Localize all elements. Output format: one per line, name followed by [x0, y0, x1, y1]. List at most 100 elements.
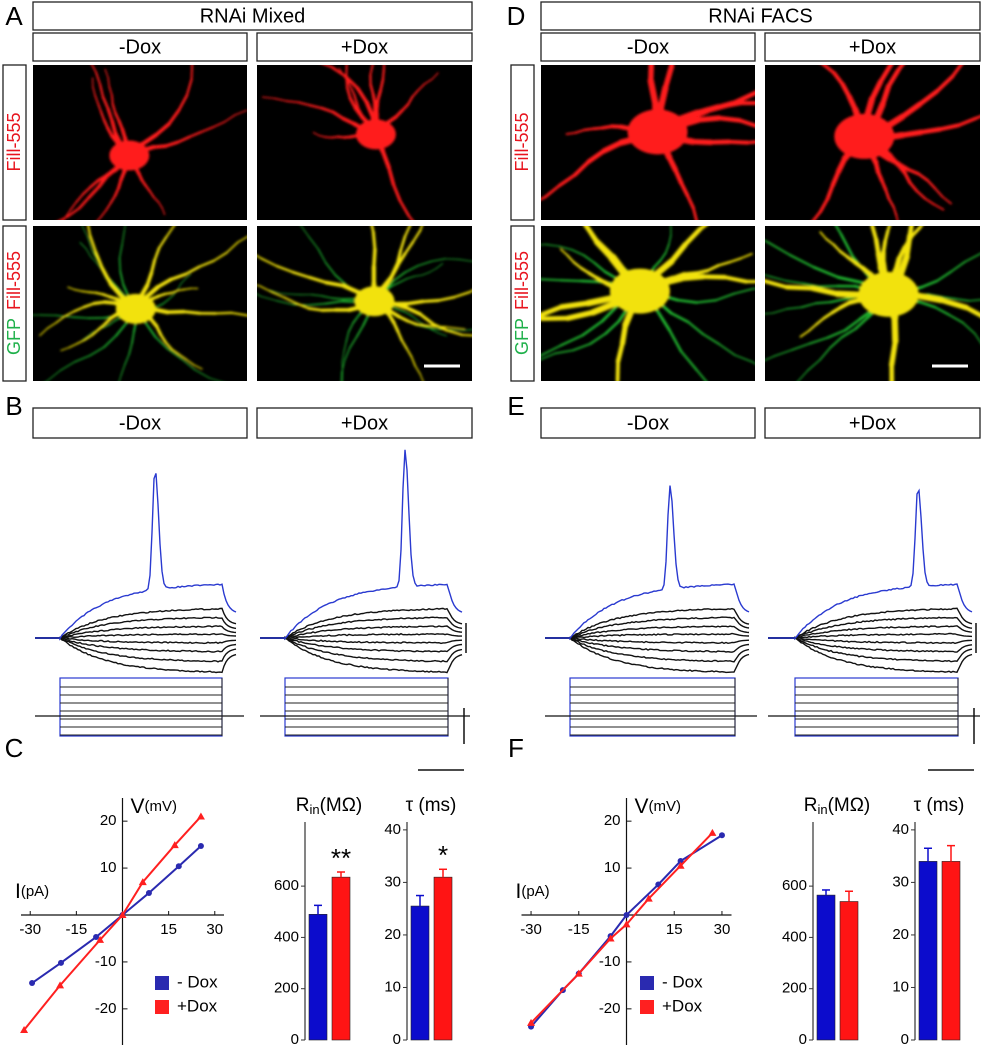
dendrite: [892, 341, 896, 365]
dendrite: [462, 335, 478, 336]
y-axis-label-unit: (mV): [649, 798, 682, 815]
dendrite: [784, 384, 801, 393]
dendrite: [786, 382, 797, 393]
dendrite: [639, 449, 649, 465]
y-tick-label: 20: [384, 926, 401, 943]
dendrite: [259, 391, 275, 396]
y-tick-label: 30: [384, 873, 401, 890]
dendrite: [487, 262, 501, 264]
dendrite: [495, 213, 511, 224]
dendrite: [922, 503, 930, 525]
x-tick-label: -30: [19, 921, 41, 938]
x-axis-label-unit: (pA): [21, 883, 49, 900]
condition-header: -Dox: [119, 36, 161, 58]
y-axis-label-main: V: [131, 795, 145, 818]
x-tick-label: 15: [160, 921, 177, 938]
point: [198, 843, 204, 849]
dendrite: [594, 128, 603, 129]
y-axis-label-main: V: [635, 795, 649, 818]
y-tick-label: 20: [892, 926, 909, 943]
significance: *: [438, 840, 448, 870]
dendrite: [96, 293, 103, 295]
dendrite: [117, 386, 118, 397]
x-tick-label: 15: [666, 921, 683, 938]
dendrite: [561, 280, 581, 281]
dendrite: [711, 142, 729, 143]
x-tick-label: -15: [568, 921, 590, 938]
bar: [942, 861, 960, 1040]
dendrite: [719, 118, 740, 120]
y-tick-label: 200: [782, 980, 807, 997]
dendrite: [622, 325, 625, 343]
legend-swatch: [155, 976, 169, 990]
soma: [859, 272, 919, 317]
dendrite: [684, 273, 696, 274]
dendrite: [192, 62, 193, 79]
legend-label: +Dox: [662, 996, 703, 1015]
row-label: GFP Fill-555: [4, 251, 24, 355]
dendrite: [168, 312, 184, 313]
point: [719, 832, 725, 838]
point: [58, 960, 64, 966]
x-axis-label: I(pA): [516, 880, 550, 903]
dendrite: [178, 289, 185, 290]
dendrite: [693, 142, 711, 143]
legend-swatch: [640, 1000, 654, 1014]
micrograph-bg: [33, 65, 247, 220]
condition-header: -Dox: [627, 36, 669, 58]
dendrite: [489, 327, 512, 341]
dendrite: [373, 94, 375, 104]
bar: [817, 895, 835, 1040]
condition-header: +Dox: [849, 412, 896, 434]
condition-header: -Dox: [627, 412, 669, 434]
y-tick-label: 0: [799, 1031, 807, 1048]
trace: [545, 638, 749, 652]
y-axis-label: V(mV): [635, 795, 682, 818]
bar: [919, 861, 937, 1040]
dendrite: [373, 232, 375, 249]
chart-title-part: (MΩ): [828, 795, 871, 816]
dendrite: [290, 294, 301, 295]
chart-title: τ (ms): [406, 795, 457, 816]
y-tick-label: 40: [384, 821, 401, 838]
dendrite: [787, 287, 813, 288]
dendrite: [747, 141, 765, 142]
bar: [840, 902, 858, 1040]
chart-title-part: in: [309, 802, 319, 817]
trace: [35, 608, 236, 638]
y-tick-label: 0: [901, 1031, 909, 1048]
y-tick-label: 400: [274, 928, 299, 945]
chart-title-part: (ms): [413, 795, 456, 816]
y-tick-label: 200: [274, 980, 299, 997]
dendrite: [406, 301, 422, 303]
dendrite: [120, 258, 121, 272]
dendrite: [980, 245, 987, 254]
dendrite: [82, 291, 89, 292]
point: [708, 829, 716, 836]
dendrite: [913, 457, 920, 480]
x-tick-label: -15: [66, 921, 88, 938]
dendrite: [729, 142, 747, 143]
row-label-fill: Fill-555: [4, 251, 24, 310]
condition-header: +Dox: [849, 36, 896, 58]
dendrite: [226, 383, 243, 386]
legend-label: +Dox: [177, 996, 218, 1015]
row-label-gfp: GFP: [4, 318, 24, 355]
legend-label: - Dox: [662, 972, 703, 991]
trace-spike: [768, 491, 972, 639]
y-tick-label: -20: [599, 1000, 621, 1017]
condition-header: +Dox: [341, 36, 388, 58]
series-line: [531, 833, 712, 1023]
dendrite: [383, 69, 384, 80]
soma: [109, 141, 149, 171]
bar: [434, 877, 452, 1040]
y-axis-label-unit: (mV): [145, 798, 178, 815]
bar: [411, 906, 429, 1040]
bar: [309, 914, 327, 1040]
dendrite: [902, 132, 921, 135]
dendrite: [713, 389, 729, 407]
dendrite: [417, 324, 427, 325]
y-tick-label: 40: [892, 821, 909, 838]
dendrite: [112, 95, 113, 104]
